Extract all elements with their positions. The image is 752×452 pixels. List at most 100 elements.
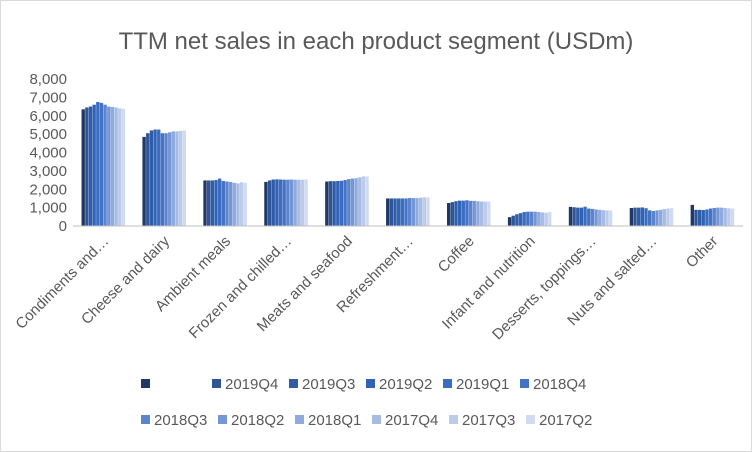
bar bbox=[640, 207, 645, 226]
bar bbox=[637, 207, 641, 227]
y-tick-label: 4,000 bbox=[29, 145, 67, 162]
bar bbox=[153, 129, 157, 226]
bar bbox=[651, 210, 655, 226]
category-label: Desserts, toppings… bbox=[489, 233, 599, 343]
legend-swatch bbox=[295, 415, 304, 424]
bar bbox=[583, 206, 587, 226]
bar bbox=[411, 198, 416, 226]
bar bbox=[304, 179, 308, 226]
bar bbox=[332, 181, 336, 226]
bar bbox=[243, 182, 247, 226]
bar bbox=[712, 207, 716, 226]
bar bbox=[587, 208, 591, 226]
bar bbox=[697, 209, 702, 226]
legend: 2019Q4 2019Q3 2019Q2 2019Q1 2018Q4 2018Q3 2018… bbox=[141, 376, 592, 429]
bar bbox=[232, 182, 236, 226]
bar bbox=[590, 208, 595, 226]
y-tick-label: 8,000 bbox=[29, 71, 67, 88]
bar bbox=[217, 178, 222, 226]
bar bbox=[96, 101, 100, 226]
legend-swatch bbox=[443, 379, 452, 388]
bar bbox=[361, 176, 366, 226]
legend-label: 2019Q3 bbox=[302, 376, 355, 393]
bar bbox=[522, 212, 526, 226]
bar bbox=[633, 207, 637, 227]
legend-label: 2017Q4 bbox=[385, 412, 438, 429]
legend-swatch bbox=[520, 379, 529, 388]
bar bbox=[450, 202, 454, 226]
bar bbox=[544, 212, 548, 226]
bar bbox=[350, 178, 355, 226]
bar bbox=[339, 180, 344, 226]
bar bbox=[701, 210, 705, 226]
bar bbox=[605, 210, 609, 226]
bar bbox=[267, 180, 272, 226]
bar bbox=[472, 200, 476, 226]
bar bbox=[164, 133, 168, 226]
bar bbox=[300, 179, 305, 226]
bar bbox=[271, 179, 275, 226]
bar bbox=[236, 183, 240, 226]
bar bbox=[228, 181, 233, 226]
bar bbox=[103, 104, 107, 226]
y-tick-label: 1,000 bbox=[29, 200, 67, 217]
bar bbox=[121, 108, 126, 226]
bar bbox=[694, 209, 698, 226]
bar bbox=[107, 106, 111, 226]
bar bbox=[293, 179, 297, 226]
bar bbox=[114, 107, 118, 226]
bar bbox=[336, 180, 340, 226]
legend-swatch bbox=[212, 379, 221, 388]
bar bbox=[568, 206, 573, 226]
bar bbox=[178, 130, 183, 226]
bar bbox=[487, 201, 491, 226]
y-tick-label: 5,000 bbox=[29, 126, 67, 143]
bar bbox=[171, 131, 176, 226]
bar bbox=[214, 180, 218, 226]
bar bbox=[118, 108, 122, 226]
bar bbox=[415, 198, 419, 226]
bar bbox=[690, 204, 694, 226]
bar bbox=[85, 107, 89, 226]
y-tick-label: 3,000 bbox=[29, 163, 67, 180]
bar bbox=[110, 106, 115, 226]
bar bbox=[511, 215, 515, 226]
bar bbox=[278, 179, 283, 226]
category-label: Coffee bbox=[435, 233, 478, 276]
bar bbox=[168, 132, 172, 226]
bar bbox=[225, 181, 229, 226]
legend-swatch bbox=[218, 415, 227, 424]
bar bbox=[529, 211, 534, 226]
bar bbox=[727, 208, 731, 226]
bar bbox=[142, 136, 146, 226]
bar bbox=[708, 208, 713, 226]
legend-label: 2019Q2 bbox=[379, 376, 432, 393]
bar bbox=[644, 208, 648, 226]
bar bbox=[289, 179, 294, 226]
bar bbox=[719, 207, 724, 227]
bar bbox=[426, 197, 430, 226]
legend-swatch bbox=[526, 415, 535, 424]
legend-swatch bbox=[366, 379, 375, 388]
y-tick-label: 6,000 bbox=[29, 108, 67, 125]
bar bbox=[389, 198, 394, 226]
bar bbox=[548, 212, 552, 226]
bar bbox=[418, 197, 423, 226]
bar bbox=[716, 207, 720, 227]
legend-swatch bbox=[372, 415, 381, 424]
bar bbox=[397, 198, 401, 226]
bar bbox=[81, 109, 85, 226]
bar bbox=[386, 198, 390, 226]
bar bbox=[479, 201, 484, 226]
bar bbox=[572, 207, 576, 226]
bar bbox=[507, 217, 512, 226]
legend-swatch bbox=[449, 415, 458, 424]
bar bbox=[175, 131, 179, 226]
bar bbox=[358, 177, 362, 226]
bar bbox=[210, 180, 215, 226]
bar bbox=[408, 198, 412, 226]
bar bbox=[207, 180, 211, 226]
bar bbox=[146, 133, 150, 226]
